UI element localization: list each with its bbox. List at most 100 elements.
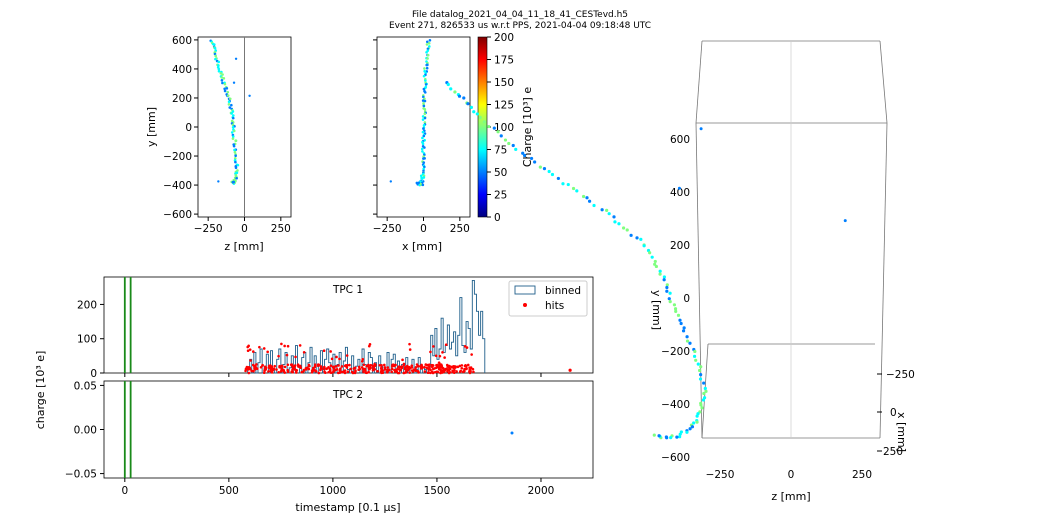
- hit-marker: [361, 367, 365, 371]
- hit-point: [699, 365, 703, 369]
- hit-point: [234, 139, 238, 143]
- hit-marker: [295, 369, 299, 372]
- hit-point: [222, 77, 226, 80]
- colorbar-gradient: [477, 36, 488, 218]
- hit-point: [629, 233, 633, 237]
- hit-point: [650, 255, 654, 259]
- hit-marker: [443, 356, 446, 359]
- y-tick-label: −600: [163, 209, 192, 221]
- hit-marker: [244, 367, 248, 371]
- hit-marker: [458, 364, 462, 368]
- x-tick-label: 0: [890, 407, 897, 419]
- hit-marker: [435, 370, 439, 373]
- colorbar-tick-label: 50: [494, 167, 507, 179]
- hit-marker: [383, 363, 386, 367]
- hit-point: [668, 300, 672, 304]
- hit-point: [669, 435, 673, 440]
- x-tick-label: 500: [219, 485, 239, 497]
- hit-marker: [316, 364, 320, 368]
- hit-marker: [440, 364, 444, 368]
- hit-marker: [429, 350, 432, 354]
- hit-point: [625, 228, 629, 232]
- hit-point: [248, 94, 251, 97]
- hit-marker: [425, 363, 429, 367]
- hit-point: [422, 87, 426, 91]
- hit-marker: [434, 354, 438, 358]
- hit-marker: [298, 344, 302, 347]
- hit-marker: [294, 371, 298, 374]
- hit-point: [699, 127, 703, 131]
- hit-marker: [367, 344, 371, 348]
- hit-point: [234, 154, 237, 158]
- hit-marker: [267, 370, 270, 373]
- hit-point: [703, 386, 707, 391]
- hit-marker: [378, 363, 382, 367]
- hit-point: [658, 272, 662, 276]
- hit-marker: [465, 366, 468, 370]
- hit-marker: [317, 371, 321, 375]
- hit-point: [419, 174, 423, 178]
- hit-marker: [456, 365, 460, 369]
- hit-point: [688, 341, 692, 345]
- hit-marker: [308, 364, 311, 368]
- hit-marker: [343, 371, 347, 375]
- hit-marker: [319, 367, 323, 371]
- y-tick-label: −400: [661, 399, 690, 411]
- hit-point: [423, 67, 426, 70]
- legend-label-binned: binned: [545, 285, 581, 297]
- hit-marker: [463, 367, 466, 371]
- hit-marker: [408, 371, 411, 374]
- hit-marker: [414, 368, 417, 372]
- hit-marker: [263, 369, 266, 373]
- legend-box: [508, 280, 588, 317]
- x-tick-label: 250: [271, 223, 291, 235]
- hit-marker: [371, 368, 375, 372]
- hit-marker: [416, 369, 420, 373]
- y-tick-label: −0.05: [65, 469, 97, 481]
- hit-point: [698, 377, 703, 381]
- hit-point: [423, 99, 427, 103]
- hit-point: [507, 141, 511, 146]
- hit-point: [547, 169, 551, 174]
- hit-marker: [397, 365, 401, 369]
- hit-marker: [404, 371, 407, 374]
- z-tick-label: −250: [706, 469, 735, 481]
- hit-marker: [471, 367, 475, 371]
- hit-point: [475, 112, 479, 116]
- hit-marker: [266, 350, 269, 354]
- hit-marker: [329, 350, 332, 353]
- hit-point: [231, 110, 235, 113]
- hit-marker: [423, 365, 426, 369]
- hit-marker: [291, 370, 295, 374]
- hit-marker: [464, 363, 467, 367]
- hit-marker: [286, 363, 290, 367]
- hit-marker: [383, 368, 387, 371]
- hit-point: [227, 100, 231, 104]
- hit-marker: [429, 368, 432, 372]
- hit-point: [696, 362, 700, 366]
- y-tick-label: 0.00: [74, 425, 97, 437]
- hit-marker: [406, 368, 410, 371]
- hit-point: [423, 91, 427, 94]
- hit-marker: [252, 350, 255, 353]
- hit-marker: [340, 365, 344, 368]
- hit-point: [571, 186, 576, 191]
- x-axis-label: x [mm]: [895, 412, 908, 452]
- hit-point: [234, 166, 238, 170]
- hit-marker: [367, 366, 371, 370]
- x-tick-label: −250: [886, 369, 915, 381]
- hit-marker: [463, 345, 467, 348]
- hit-point: [566, 182, 570, 187]
- hit-point: [698, 368, 702, 373]
- x-axis-label: z [mm]: [224, 240, 263, 253]
- hit-marker: [364, 369, 367, 372]
- hit-marker: [255, 367, 259, 370]
- hit-marker: [568, 368, 572, 372]
- hit-marker: [292, 366, 295, 369]
- hit-point: [699, 372, 703, 377]
- hit-point: [212, 43, 216, 46]
- hit-marker: [357, 365, 361, 369]
- hit-point: [681, 329, 686, 333]
- hit-point: [424, 79, 427, 82]
